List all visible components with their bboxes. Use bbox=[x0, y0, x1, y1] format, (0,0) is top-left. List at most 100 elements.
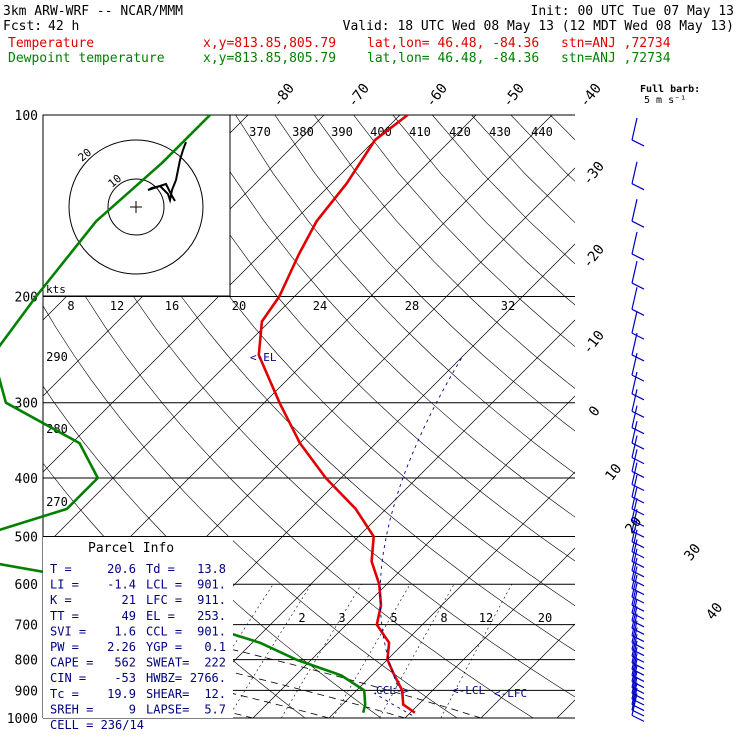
wind-barb-staff bbox=[631, 693, 638, 716]
wind-barb-staff bbox=[631, 529, 638, 552]
wind-barb-flag bbox=[631, 183, 645, 191]
isotherm-label: -10 bbox=[580, 328, 608, 358]
wind-barb-flag bbox=[631, 332, 645, 340]
wind-barb-flag bbox=[631, 374, 645, 382]
isotherm-line bbox=[252, 395, 575, 718]
wind-barb-staff bbox=[631, 606, 638, 629]
wind-barb-flag bbox=[631, 308, 645, 316]
parcel-row-value-2: 911. bbox=[197, 593, 226, 607]
theta-e-label: 380 bbox=[292, 125, 314, 139]
parcel-row-label: TT = bbox=[50, 609, 79, 623]
mixing-ratio-label: 28 bbox=[405, 299, 419, 313]
wind-barb-staff bbox=[631, 161, 638, 184]
parcel-row-label-2: LFC = bbox=[146, 593, 182, 607]
pressure-tick-label: 600 bbox=[15, 578, 38, 593]
level-annotation: <-LFC bbox=[494, 687, 527, 700]
wind-barb-flag bbox=[631, 709, 645, 717]
model-title: 3km ARW-WRF -- NCAR/MMM bbox=[3, 4, 184, 19]
dry-adiabat-line bbox=[77, 115, 575, 652]
hodograph-ring-outer bbox=[68, 139, 204, 275]
pressure-tick-label: 300 bbox=[15, 397, 38, 412]
pressure-tick-label: 500 bbox=[15, 530, 38, 545]
parcel-info-background bbox=[43, 537, 233, 718]
wind-barb-flag bbox=[631, 649, 645, 657]
parcel-row-label-2: EL = bbox=[146, 609, 175, 623]
barb-legend-line2: 5 m s⁻¹ bbox=[644, 95, 686, 106]
parcel-row-value: 1.6 bbox=[114, 624, 136, 638]
isotherm-label: -60 bbox=[423, 81, 451, 111]
wind-barb-staff bbox=[631, 474, 638, 498]
wind-barb-staff bbox=[631, 613, 638, 636]
dry-adiabat-line bbox=[156, 115, 575, 562]
dry-adiabat-line bbox=[313, 115, 575, 389]
valid-time: Valid: 18 UTC Wed 08 May 13 (12 MDT Wed … bbox=[342, 19, 734, 34]
parcel-row-label-2: YGP = bbox=[146, 640, 182, 654]
mixing-ratio-line bbox=[332, 584, 411, 718]
wind-barb-staff bbox=[631, 420, 638, 444]
dewpoint-legend-label: Dewpoint temperature bbox=[8, 51, 165, 66]
parcel-row-value-2: 901. bbox=[197, 578, 226, 592]
mixing-ratio-label: 12 bbox=[110, 299, 124, 313]
wind-barb-staff bbox=[631, 449, 638, 472]
lower-mixing-ratio-labels: 2 3 5 8 12 20 bbox=[298, 611, 552, 625]
parcel-row-label: PW = bbox=[50, 640, 79, 654]
wind-barb-flag bbox=[631, 282, 645, 290]
theta-e-label: 430 bbox=[489, 125, 511, 139]
dry-adiabat-line bbox=[195, 115, 575, 518]
dewpoint-xy: x,y=813.85,805.79 bbox=[203, 51, 337, 66]
parcel-row-label-2: SWEAT= bbox=[146, 656, 189, 670]
mixing-ratio-label: 20 bbox=[232, 299, 246, 313]
parcel-row-value: 9 bbox=[129, 702, 136, 716]
barb-legend-line1: Full barb: bbox=[640, 84, 700, 95]
temperature-latlon: lat,lon= 46.48, -84.36 bbox=[367, 36, 540, 51]
parcel-row-label: Tc = bbox=[50, 687, 79, 701]
parcel-row-value-2: 253. bbox=[197, 609, 226, 623]
dry-adiabat-line bbox=[510, 115, 575, 182]
wind-barb-flag bbox=[631, 662, 645, 670]
parcel-row-value-2: 2766. bbox=[190, 671, 226, 685]
theta-e-label: 410 bbox=[409, 125, 431, 139]
parcel-row-value: 49 bbox=[122, 609, 136, 623]
wind-barb-flag bbox=[631, 220, 645, 228]
theta-e-label: 370 bbox=[249, 125, 271, 139]
wind-barb-flag bbox=[631, 442, 645, 450]
mixing-ratio-line bbox=[227, 584, 312, 718]
wind-barb-staff bbox=[631, 462, 638, 485]
parcel-row-value: 19.9 bbox=[107, 687, 136, 701]
mixing-ratio-label: 32 bbox=[501, 299, 515, 313]
parcel-row-label-2: HWBZ= bbox=[146, 671, 182, 685]
wind-barb-staff bbox=[631, 486, 638, 510]
wind-barb-flag bbox=[631, 635, 645, 643]
wind-barb-staff bbox=[631, 352, 638, 376]
wind-barb-staff bbox=[631, 231, 638, 255]
dry-adiabat-line bbox=[43, 123, 575, 698]
mixing-ratio-label: 8 bbox=[67, 299, 74, 313]
theta-e-label: 400 bbox=[370, 125, 392, 139]
wind-barb-staff bbox=[631, 665, 638, 688]
wind-barb-staff bbox=[631, 405, 638, 428]
parcel-row-label: LI = bbox=[50, 578, 79, 592]
level-annotation: <-EL bbox=[250, 351, 277, 364]
parcel-row-label-2: LCL = bbox=[146, 578, 182, 592]
parcel-info-box: Parcel Info bbox=[43, 537, 233, 718]
wind-barb-staff bbox=[631, 557, 638, 580]
theta-e-label: 440 bbox=[531, 125, 553, 139]
wind-barb-staff bbox=[631, 687, 638, 711]
hodograph-units: kts bbox=[46, 283, 66, 296]
wind-barb-staff bbox=[631, 519, 638, 542]
wind-barb-staff bbox=[631, 199, 638, 222]
temperature-legend-label: Temperature bbox=[8, 36, 95, 51]
forecast-label: Fcst: bbox=[3, 19, 43, 34]
parcel-cell-motion: CELL = 236/14 bbox=[50, 718, 144, 732]
mixing-ratio-line bbox=[281, 584, 362, 718]
parcel-row-value-2: 5.7 bbox=[204, 702, 226, 716]
isotherm-label: -40 bbox=[577, 81, 605, 111]
pressure-tick-label: 800 bbox=[15, 654, 38, 669]
dry-adiabat-line bbox=[274, 115, 575, 432]
dewpoint-latlon: lat,lon= 46.48, -84.36 bbox=[367, 51, 540, 66]
level-annotation: CCL-> bbox=[376, 684, 409, 697]
parcel-row-label: SREH = bbox=[50, 702, 93, 716]
parcel-row-value: 562 bbox=[114, 656, 136, 670]
